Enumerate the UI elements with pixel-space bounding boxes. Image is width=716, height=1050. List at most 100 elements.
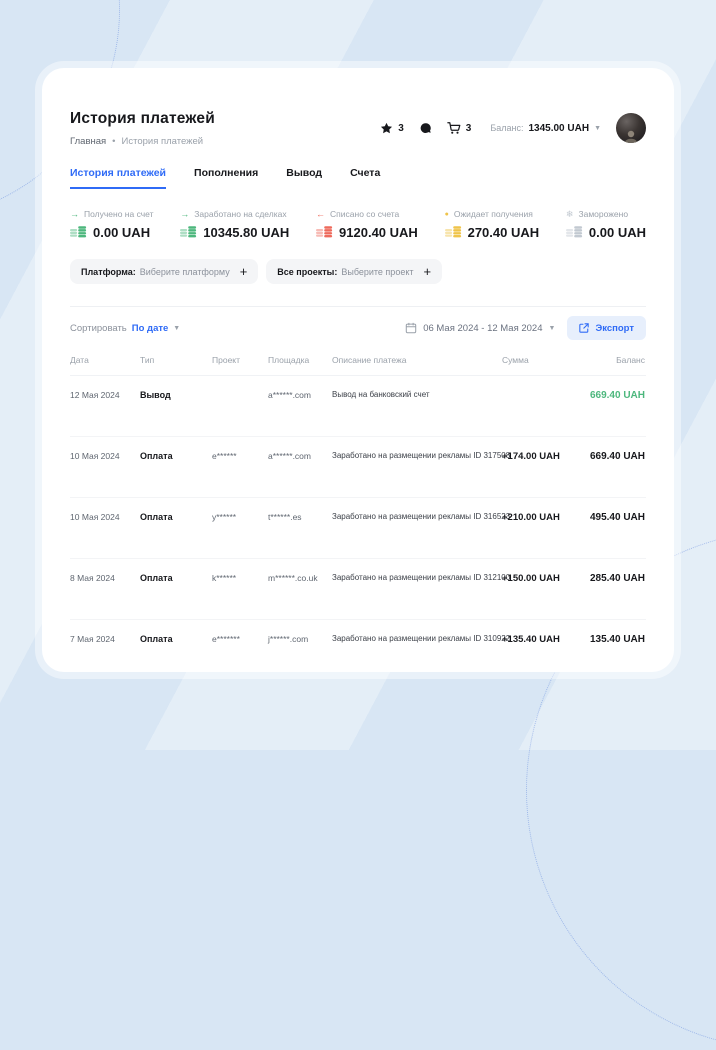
- col-platform: Площадка: [268, 355, 310, 365]
- table-toolbar: Сортировать По дате ▼ 06 Мая 2024 - 12 М…: [70, 316, 646, 340]
- row-description: Вывод на банковский счет: [332, 390, 430, 399]
- stats-row: → Получено на счет 0.00 UAH → Заработано н…: [70, 209, 646, 240]
- row-description: Заработано на размещении рекламы ID 3175…: [332, 451, 511, 460]
- row-platform: a******.com: [268, 390, 311, 400]
- table-row: 12 Мая 2024 Вывод a******.com Вывод на б…: [70, 376, 646, 437]
- dot-icon: ●: [444, 210, 449, 218]
- tab-payment-history[interactable]: История платежей: [70, 167, 167, 189]
- date-range-value: 06 Мая 2024 - 12 Мая 2024: [423, 322, 543, 334]
- col-project: Проект: [212, 355, 240, 365]
- tab-accounts[interactable]: Счета: [350, 167, 381, 179]
- row-type: Оплата: [140, 451, 173, 461]
- favorites-button[interactable]: 3: [380, 122, 404, 135]
- table-row: 10 Мая 2024 Оплата e****** a******.com З…: [70, 437, 646, 498]
- messages-button[interactable]: [419, 122, 432, 135]
- snowflake-icon: ❄: [565, 208, 574, 219]
- filter-placeholder: Выберите проект: [341, 266, 414, 277]
- tab-withdrawals[interactable]: Вывод: [286, 167, 323, 179]
- stat-value: 9120.40 UAH: [339, 225, 418, 240]
- row-platform: j******.com: [268, 634, 309, 644]
- col-type: Тип: [140, 355, 155, 365]
- row-balance: 669.40 UAH: [589, 390, 645, 401]
- row-type: Оплата: [140, 634, 173, 644]
- stat-label: Ожидает получения: [453, 209, 533, 219]
- row-platform: m******.co.uk: [268, 573, 318, 583]
- coins-icon: [180, 226, 197, 239]
- filter-label: Платформа:: [81, 266, 136, 277]
- breadcrumb-current: История платежей: [121, 136, 204, 147]
- filter-placeholder: Виберите платформу: [139, 266, 230, 277]
- row-balance: 285.40 UAH: [589, 573, 645, 584]
- col-balance: Баланс: [616, 355, 645, 365]
- col-date: Дата: [70, 355, 89, 365]
- tab-bar: История платежей Пополнения Вывод Счета: [70, 167, 646, 189]
- row-project: k******: [212, 573, 237, 583]
- table-row: 8 Мая 2024 Оплата k****** m******.co.uk …: [70, 559, 646, 620]
- breadcrumb: Главная • История платежей: [70, 136, 215, 147]
- table-body: 12 Мая 2024 Вывод a******.com Вывод на б…: [70, 376, 646, 681]
- arrow-right-icon: →: [180, 208, 190, 219]
- filters-row: Платформа: Виберите платформу + Все прое…: [70, 259, 646, 284]
- platform-filter[interactable]: Платформа: Виберите платформу +: [70, 259, 259, 284]
- table-header: Дата Тип Проект Площадка Описание платеж…: [70, 355, 646, 376]
- breadcrumb-home-link[interactable]: Главная: [70, 136, 107, 147]
- export-icon: [579, 323, 590, 333]
- row-amount: +210.00 UAH: [502, 512, 560, 523]
- row-balance: 135.40 UAH: [589, 634, 645, 645]
- row-type: Оплата: [140, 512, 173, 522]
- stat-value: 0.00 UAH: [588, 225, 646, 240]
- calendar-icon: [405, 322, 417, 334]
- card-header: История платежей Главная • История плате…: [70, 110, 646, 147]
- avatar[interactable]: [616, 113, 646, 143]
- row-description: Заработано на размещении рекламы ID 3165…: [332, 512, 511, 521]
- export-button[interactable]: Экспорт: [567, 316, 646, 340]
- row-description: Заработано на размещении рекламы ID 3121…: [332, 573, 511, 582]
- row-amount: +150.00 UAH: [502, 573, 560, 584]
- cart-button[interactable]: 3: [447, 121, 472, 135]
- stat-label: Заморожено: [578, 209, 629, 219]
- stat-label: Заработано на сделках: [194, 209, 287, 219]
- row-description: Заработано на размещении рекламы ID 3109…: [332, 634, 511, 643]
- stat-label: Получено на счет: [84, 209, 154, 219]
- coins-icon: [444, 226, 462, 239]
- payment-history-card: История платежей Главная • История плате…: [42, 68, 674, 672]
- favorites-count: 3: [398, 122, 404, 134]
- arrow-left-icon: ←: [316, 208, 326, 219]
- balance-value: 1345.00 UAH: [528, 122, 590, 134]
- arrow-right-icon: →: [70, 208, 79, 219]
- row-date: 10 Мая 2024: [70, 451, 120, 461]
- row-type: Оплата: [140, 573, 173, 583]
- plus-icon[interactable]: +: [239, 264, 248, 279]
- plus-icon[interactable]: +: [423, 264, 432, 279]
- page-title: История платежей: [70, 110, 215, 127]
- row-project: y******: [212, 512, 237, 522]
- sort-dropdown[interactable]: Сортировать По дате ▼: [70, 323, 180, 334]
- stat-pending: ● Ожидает получения 270.40 UAH: [444, 209, 539, 240]
- breadcrumb-separator: •: [112, 136, 116, 147]
- section-divider: [70, 306, 646, 307]
- stat-earned: → Заработано на сделках 10345.80 UAH: [180, 209, 289, 240]
- table-row: 10 Мая 2024 Оплата y****** t******.es За…: [70, 498, 646, 559]
- table-row: 7 Мая 2024 Оплата e******* j******.com З…: [70, 620, 646, 681]
- chevron-down-icon: ▼: [173, 324, 181, 332]
- stat-frozen: ❄ Заморожено 0.00 UAH: [565, 208, 646, 240]
- row-amount: +135.40 UAH: [502, 634, 560, 645]
- stat-value: 10345.80 UAH: [203, 225, 290, 240]
- sort-label: Сортировать: [70, 322, 127, 334]
- row-platform: t******.es: [268, 512, 302, 522]
- cart-count: 3: [465, 122, 472, 134]
- row-type: Вывод: [140, 390, 171, 400]
- chat-icon: [419, 122, 432, 135]
- balance-dropdown[interactable]: Баланс: 1345.00 UAH ▼: [490, 123, 601, 134]
- cart-icon: [447, 121, 461, 135]
- tab-deposits[interactable]: Пополнения: [194, 167, 259, 179]
- stat-label: Списано со счета: [330, 209, 400, 219]
- projects-filter[interactable]: Все проекты: Выберите проект +: [266, 259, 443, 284]
- title-block: История платежей Главная • История плате…: [70, 110, 215, 147]
- stat-received: → Получено на счет 0.00 UAH: [70, 209, 154, 240]
- col-description: Описание платежа: [332, 355, 407, 365]
- row-date: 8 Мая 2024: [70, 573, 115, 583]
- row-balance: 495.40 UAH: [589, 512, 645, 523]
- date-range-picker[interactable]: 06 Мая 2024 - 12 Мая 2024 ▼: [405, 322, 555, 334]
- row-project: e*******: [212, 634, 240, 644]
